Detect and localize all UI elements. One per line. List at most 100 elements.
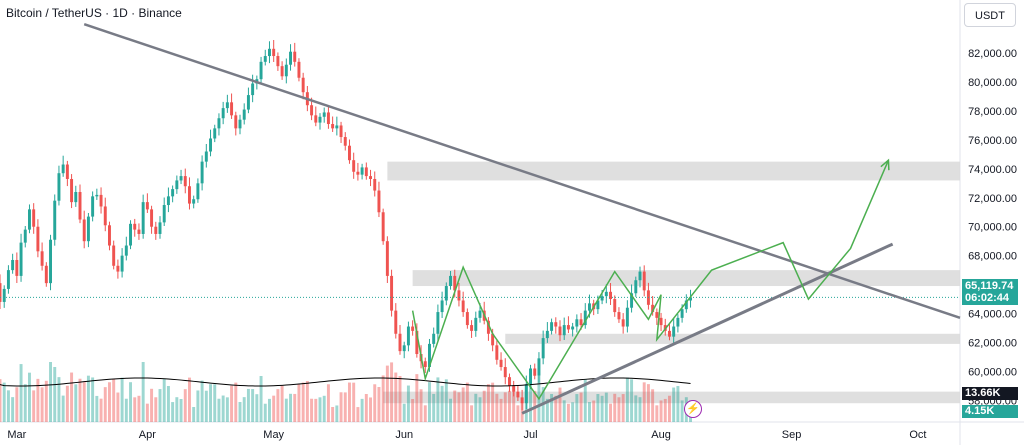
volume-bar — [310, 398, 314, 422]
candle-body — [339, 125, 343, 138]
candle-body — [672, 326, 676, 337]
candle-body — [642, 271, 646, 291]
volume-bar — [398, 376, 402, 422]
candle-body — [352, 160, 356, 172]
candle-body — [154, 226, 158, 234]
volume-bar — [592, 400, 596, 422]
candle-body — [680, 309, 684, 318]
sr-zone-1 — [412, 270, 960, 287]
volume-bar — [162, 379, 166, 422]
volume-bar — [331, 407, 335, 422]
candle-body — [398, 333, 402, 352]
volume-bar — [196, 390, 200, 422]
candle-body — [36, 226, 40, 252]
volume-bar — [676, 386, 680, 422]
x-tick-label: Mar — [7, 429, 26, 441]
volume-bar — [246, 388, 250, 422]
volume-bar — [415, 374, 419, 422]
volume-bar — [61, 395, 65, 422]
volume-bar — [2, 382, 6, 422]
volume-bar — [284, 398, 288, 422]
candle-body — [461, 300, 465, 313]
candle-body — [2, 288, 6, 302]
candle-body — [133, 223, 137, 230]
volume-bar — [449, 398, 452, 422]
candle-body — [188, 186, 191, 204]
flash-icon[interactable]: ⚡ — [684, 400, 702, 418]
volume-bar — [221, 395, 225, 422]
candle-body — [103, 206, 107, 226]
candle-body — [402, 345, 406, 352]
volume-bar — [486, 384, 490, 422]
volume-bar — [129, 382, 132, 422]
candle-body — [297, 61, 301, 78]
candle-body — [550, 322, 554, 331]
volume-bar — [209, 384, 212, 422]
volume-bar — [625, 377, 629, 422]
candle-body — [520, 397, 524, 404]
candle-body — [70, 178, 74, 203]
volume-bar — [545, 398, 549, 422]
y-tick-label: 62,000.00 — [968, 337, 1017, 349]
volume-bar — [499, 398, 503, 422]
candle-body — [78, 192, 82, 220]
candle-body — [175, 180, 179, 190]
ascending-trendline — [521, 242, 894, 415]
candle-body — [225, 102, 229, 109]
volume-bar — [251, 389, 255, 422]
candle-body — [11, 259, 15, 271]
y-tick-label: 82,000.00 — [968, 48, 1017, 60]
candle-body — [166, 196, 170, 206]
volume-bar — [150, 388, 154, 422]
candle-body — [112, 245, 116, 266]
volume-bar — [36, 378, 40, 422]
volume-bar — [680, 400, 684, 422]
volume-bar — [335, 405, 339, 422]
candle-body — [655, 312, 659, 318]
volume-bar — [638, 397, 642, 422]
volume-bar — [356, 407, 360, 422]
volume-bar — [436, 377, 440, 422]
candle-body — [411, 326, 415, 331]
candle-body — [583, 310, 587, 326]
candle-body — [268, 48, 271, 57]
volume-bar — [133, 397, 137, 422]
volume-bar — [32, 390, 36, 422]
candle-body — [575, 319, 579, 327]
volume-bar — [465, 382, 469, 422]
projection-arrowhead — [880, 158, 890, 171]
candle-body — [562, 325, 566, 336]
candle-countdown: 06:02:44 — [965, 292, 1010, 304]
candle-body — [444, 286, 448, 301]
candle-body — [621, 319, 625, 327]
candle-body — [364, 167, 368, 177]
volume-bar — [529, 384, 532, 422]
y-tick-label: 60,000.00 — [968, 366, 1017, 378]
candle-body — [406, 326, 410, 346]
candle-body — [74, 192, 78, 203]
volume-bar — [188, 377, 191, 422]
candle-body — [293, 51, 297, 62]
candle-body — [196, 183, 200, 200]
volume-bar — [124, 398, 128, 422]
volume-bar — [166, 386, 170, 422]
projection-path — [411, 159, 890, 401]
candle-body — [171, 189, 175, 197]
candle-body — [44, 265, 48, 284]
currency-selector[interactable]: USDT — [964, 3, 1016, 27]
candle-body — [428, 343, 431, 368]
candle-body — [204, 151, 208, 162]
volume-bar — [423, 405, 427, 422]
candle-body — [57, 173, 61, 201]
volume-bar — [617, 397, 621, 422]
y-tick-label: 72,000.00 — [968, 193, 1017, 205]
volume-bar — [91, 377, 95, 422]
volume-bar — [550, 394, 554, 422]
candle-body — [545, 330, 549, 339]
volume-bar — [318, 397, 322, 422]
y-tick-label: 70,000.00 — [968, 222, 1017, 234]
volume-bar — [44, 380, 48, 422]
x-tick-label: Aug — [651, 429, 671, 441]
volume-bar — [171, 402, 175, 422]
